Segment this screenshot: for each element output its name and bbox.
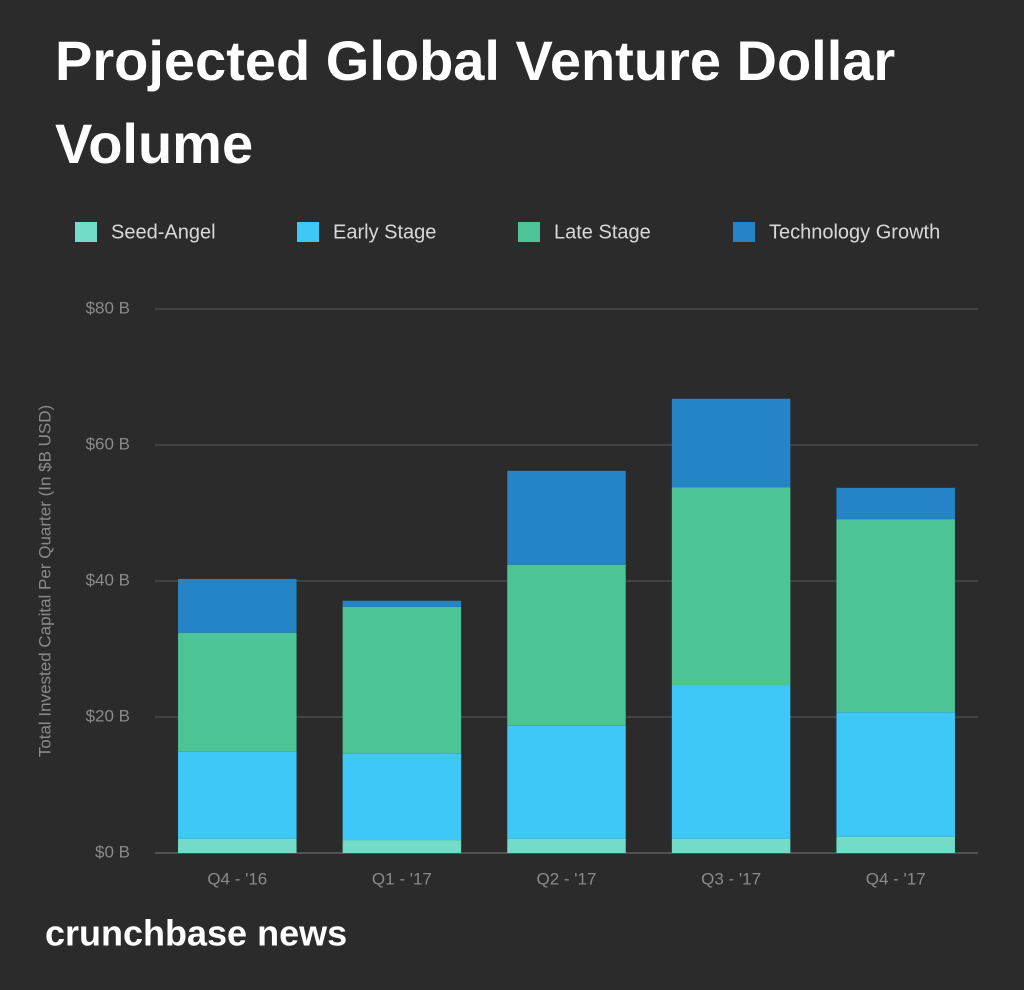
y-tick-label: $80 B: [86, 298, 130, 317]
bar-segment: [342, 753, 462, 841]
chart-title: Projected Global Venture Dollar Volume: [55, 29, 911, 175]
x-tick-label: Q4 - '17: [866, 869, 926, 888]
legend-label: Technology Growth: [769, 221, 940, 243]
bar-segment: [836, 712, 955, 837]
x-tick-label: Q1 - '17: [372, 869, 432, 888]
y-tick-label: $20 B: [86, 706, 130, 725]
legend-label: Early Stage: [333, 221, 436, 243]
bar-segment: [671, 685, 791, 839]
bar-segment: [178, 838, 297, 853]
y-axis-label: Total Invested Capital Per Quarter (In $…: [35, 405, 54, 757]
bar-segment: [178, 751, 297, 839]
bar-segment: [178, 578, 297, 633]
brand: crunchbase news: [45, 913, 347, 954]
bar-segment: [836, 487, 955, 520]
bar-segment: [836, 519, 955, 713]
bar-segment: [342, 840, 462, 853]
y-tick-label: $0 B: [95, 842, 130, 861]
y-tick-label: $40 B: [86, 570, 130, 589]
bar-segment: [671, 398, 791, 488]
x-tick-label: Q2 - '17: [537, 869, 597, 888]
bar-segment: [342, 606, 462, 754]
bar-segment: [507, 725, 626, 839]
bar-segment: [507, 470, 626, 565]
bar-segment: [507, 564, 626, 726]
legend-label: Seed-Angel: [111, 221, 216, 243]
x-tick-label: Q4 - '16: [207, 869, 267, 888]
bar-segment: [671, 487, 791, 686]
bar-segment: [671, 838, 791, 853]
x-tick-label: Q3 - '17: [701, 869, 761, 888]
legend-swatch: [518, 222, 540, 242]
y-tick-label: $60 B: [86, 434, 130, 453]
bar-segment: [342, 600, 462, 607]
legend-swatch: [733, 222, 755, 242]
bar-segment: [178, 632, 297, 752]
legend-label: Late Stage: [554, 221, 651, 243]
bar-segment: [507, 838, 626, 853]
bar-segment: [836, 836, 955, 853]
legend-swatch: [297, 222, 319, 242]
legend-swatch: [75, 222, 97, 242]
